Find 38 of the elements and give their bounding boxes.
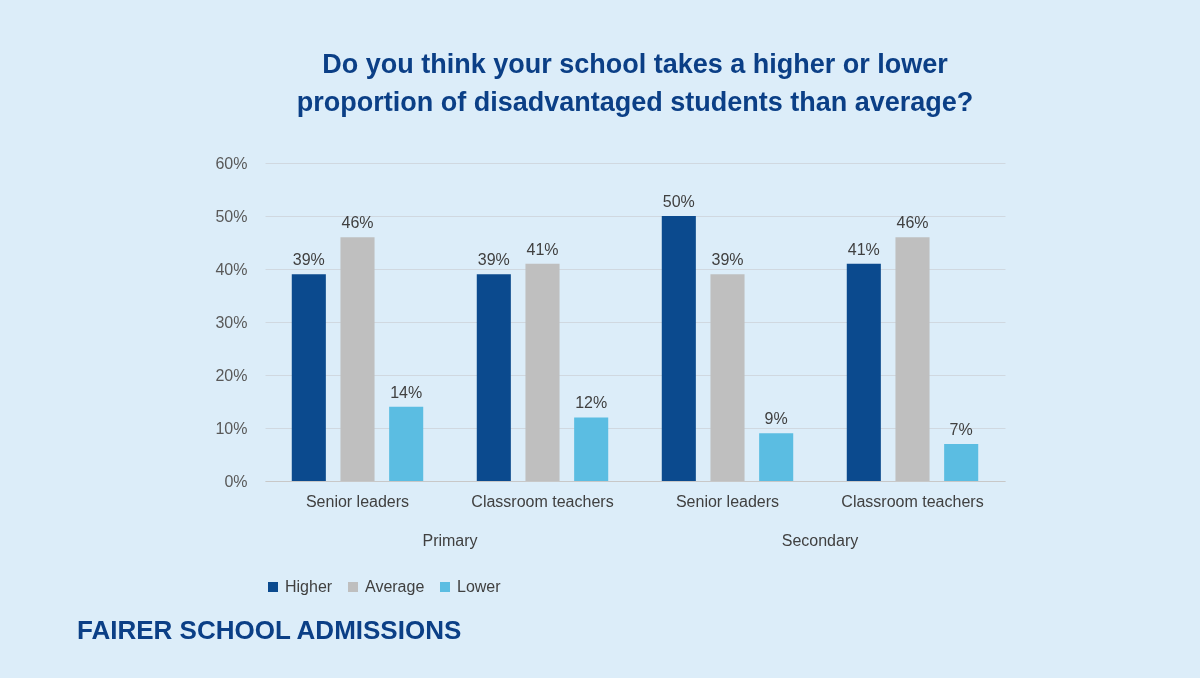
x-tick-label: Classroom teachers: [471, 492, 614, 510]
y-tick-label: 30%: [215, 313, 248, 331]
bar: [574, 417, 609, 481]
data-label: 50%: [662, 193, 695, 210]
x-tick-label: Senior leaders: [675, 492, 780, 510]
x-tick-label: Senior leaders: [305, 492, 410, 510]
legend-label: Higher: [285, 578, 333, 595]
data-label: 46%: [341, 214, 374, 232]
y-tick-label: 10%: [215, 419, 248, 437]
text: Secondary: [781, 532, 859, 549]
y-tick-label: 60%: [215, 154, 248, 172]
data-label: 41%: [847, 240, 880, 258]
data-label: 9%: [764, 410, 788, 428]
data-label: 46%: [896, 214, 929, 232]
y-tick-label: 50%: [215, 207, 248, 225]
y-tick-label: 0%: [224, 472, 248, 490]
x-tick-label: Classroom teachers: [841, 492, 984, 510]
bar: [476, 274, 511, 481]
legend-label: Lower: [457, 578, 502, 595]
data-label: 39%: [477, 251, 510, 269]
y-tick-label: 20%: [215, 366, 248, 384]
bar: [846, 263, 881, 481]
bar: [389, 406, 424, 481]
legend-label: Average: [365, 578, 425, 595]
bar: [944, 443, 979, 481]
bar: [291, 274, 326, 481]
data-label: 39%: [292, 251, 325, 269]
data-label: 14%: [390, 383, 423, 401]
data-label: 12%: [575, 394, 608, 412]
text: Primary: [422, 532, 478, 549]
data-label: 39%: [711, 251, 744, 269]
y-tick-label: 40%: [215, 260, 248, 278]
data-label: 7%: [949, 420, 973, 438]
bar: [661, 216, 696, 481]
bar: [759, 433, 794, 481]
chart-title: Do you think your school takes a higher or lower proportion of disadvantaged students than average?: [296, 49, 974, 117]
text: FAIRER SCHOOL ADMISSIONS: [77, 615, 462, 645]
data-label: 41%: [526, 240, 559, 258]
